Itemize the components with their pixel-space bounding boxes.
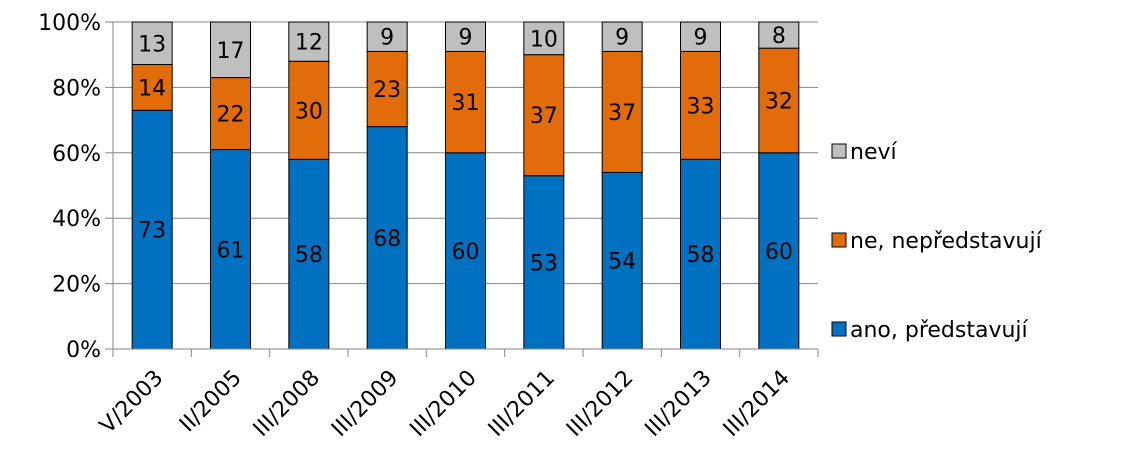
data-label: 10 [530, 27, 558, 52]
y-tick-label: 0% [66, 338, 101, 363]
legend-label: ne, nepředstavují [850, 229, 1043, 254]
bar-segment-0-5 [523, 175, 565, 350]
bar-segment-1-0 [131, 64, 173, 111]
bar-segment-1-5 [523, 54, 565, 177]
data-label: 12 [295, 31, 323, 56]
data-label: 30 [295, 99, 323, 124]
data-label: 14 [138, 76, 166, 101]
legend-swatch [831, 143, 847, 159]
bar-segment-1-7 [680, 50, 721, 160]
bar-segment-2-1 [210, 21, 251, 79]
bar-segment-1-6 [601, 50, 643, 173]
bar-segment-1-4 [445, 50, 486, 154]
bars: 73 14 13 61 22 17 58 30 12 68 23 9 60 31 9 53 37 10 54 37 9 5… [131, 21, 800, 350]
bar-segment-2-6 [601, 21, 643, 52]
bar-segment-0-7 [680, 158, 721, 350]
bar-segment-2-0 [131, 21, 173, 66]
y-axis-tick-labels: 0% 20% 40% 60% 80% 100% [38, 11, 101, 363]
data-label: 31 [452, 91, 480, 116]
data-label: 37 [608, 101, 636, 126]
x-tick-label: III/2014 [719, 366, 795, 442]
bar-segment-2-8 [758, 21, 800, 49]
data-label: 9 [459, 26, 473, 51]
data-label: 60 [765, 240, 793, 265]
x-tick-label: III/2011 [484, 366, 560, 442]
data-label: 73 [138, 219, 166, 244]
data-label: 53 [530, 251, 558, 276]
bar-segment-0-3 [366, 126, 408, 350]
data-label: 68 [373, 227, 401, 252]
data-label: 33 [687, 94, 715, 119]
bar-segment-1-8 [758, 47, 800, 154]
data-label: 37 [530, 104, 558, 129]
legend-swatch [831, 321, 847, 337]
x-tick-label: II/2005 [175, 366, 247, 438]
bar-segment-1-2 [288, 60, 330, 160]
bar-segment-2-2 [288, 21, 330, 62]
bar-segment-0-8 [758, 152, 800, 350]
data-label: 54 [608, 250, 636, 275]
axes [105, 21, 819, 357]
x-tick-label: III/2010 [405, 366, 481, 442]
data-label: 9 [694, 26, 708, 51]
y-tick-label: 40% [52, 207, 101, 232]
legend-label: neví [850, 140, 897, 165]
bar-segment-2-4 [445, 21, 486, 52]
x-tick-label: III/2008 [249, 366, 325, 442]
data-label: 23 [373, 78, 401, 103]
x-axis-tick-labels: V/2003 II/2005 III/2008 III/2009 III/2010 III… [95, 366, 795, 442]
y-tick-label: 80% [52, 76, 101, 101]
legend-label: ano, představují [850, 318, 1029, 343]
bar-segment-2-3 [366, 21, 408, 52]
data-label: 13 [138, 32, 166, 57]
bar-segment-2-7 [680, 21, 721, 52]
x-tick-label: V/2003 [95, 366, 168, 439]
data-label: 58 [687, 243, 715, 268]
data-label: 9 [380, 26, 394, 51]
data-label: 58 [295, 243, 323, 268]
legend-swatch [831, 232, 847, 248]
bar-segment-2-5 [523, 21, 565, 56]
y-tick-label: 20% [52, 273, 101, 298]
bar-segment-0-6 [601, 171, 643, 350]
x-tick-label: III/2012 [562, 366, 638, 442]
y-tick-label: 100% [38, 11, 101, 36]
data-label: 8 [772, 24, 786, 49]
x-tick-label: III/2013 [640, 366, 716, 442]
data-label: 60 [452, 240, 480, 265]
bar-segment-0-0 [131, 109, 173, 350]
bar-segment-0-4 [445, 152, 486, 350]
data-label: 17 [217, 39, 245, 64]
x-tick-label: III/2009 [327, 366, 403, 442]
y-tick-label: 60% [52, 142, 101, 167]
legend: neví ne, nepředstavují ano, představují [831, 140, 1043, 343]
data-label: 61 [217, 238, 245, 263]
data-label: 22 [217, 103, 245, 128]
data-label: 32 [765, 89, 793, 114]
data-label: 9 [615, 26, 629, 51]
bar-segment-0-2 [288, 158, 330, 350]
